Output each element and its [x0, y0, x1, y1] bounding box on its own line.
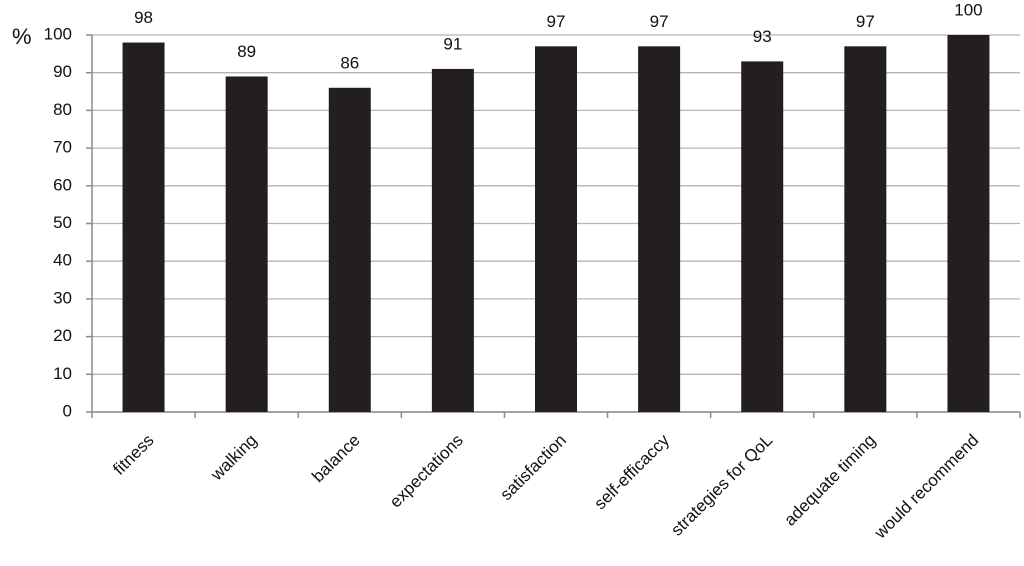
y-tick-label: 70	[53, 138, 72, 157]
data-label: 97	[650, 12, 669, 31]
x-tick-label: walking	[206, 431, 260, 485]
bar	[844, 46, 887, 413]
bar	[328, 87, 371, 412]
y-tick-label: 100	[44, 24, 72, 43]
y-tick-label: 40	[53, 251, 72, 270]
bar	[535, 46, 577, 413]
data-label: 89	[237, 42, 256, 61]
y-tick-label: 50	[53, 213, 72, 232]
data-label: 86	[340, 53, 359, 72]
data-label: 97	[547, 12, 566, 31]
x-tick-label: expectations	[386, 431, 467, 512]
bar	[741, 61, 784, 412]
y-tick-label: 80	[53, 100, 72, 119]
y-tick-label: 90	[53, 62, 72, 81]
y-tick-label: 0	[63, 401, 72, 420]
x-tick-label: would recommend	[870, 431, 982, 543]
data-label: 100	[954, 0, 982, 19]
data-label: 97	[856, 12, 875, 31]
bar	[225, 76, 268, 412]
x-tick-label: satisfaction	[496, 431, 570, 505]
bar	[431, 68, 474, 413]
y-tick-label: 60	[53, 175, 72, 194]
x-tick-label: adequate timing	[780, 431, 879, 530]
bar	[638, 46, 681, 413]
y-tick-label: 10	[53, 364, 72, 383]
x-tick-label: strategies for QoL	[667, 431, 776, 540]
bar	[122, 42, 165, 412]
data-label: 98	[134, 8, 153, 27]
y-axis-label: %	[12, 24, 32, 49]
data-label: 93	[753, 27, 772, 46]
x-tick-label: fitness	[109, 431, 157, 479]
bar	[947, 35, 990, 412]
y-tick-label: 30	[53, 288, 72, 307]
x-tick-label: self-efficaccy	[590, 430, 673, 513]
y-tick-label: 20	[53, 326, 72, 345]
data-label: 91	[443, 34, 462, 53]
x-tick-label: balance	[308, 431, 364, 487]
